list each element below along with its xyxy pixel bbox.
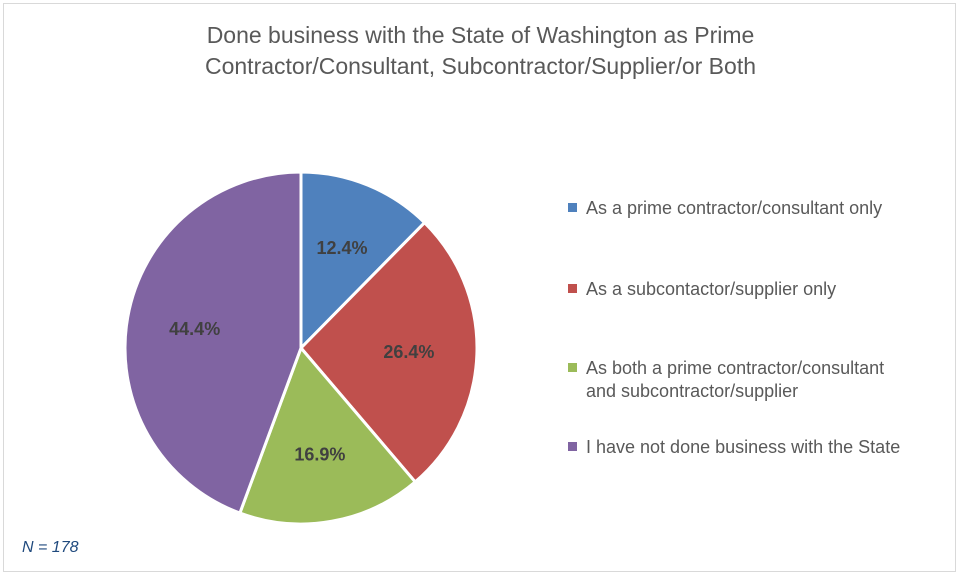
chart-title-line-1: Done business with the State of Washingt… — [206, 22, 755, 48]
chart-title: Done business with the State of Washingt… — [0, 20, 961, 82]
legend-label: I have not done business with the State — [586, 437, 901, 457]
legend-label: As a prime contractor/consultant only — [586, 198, 883, 218]
chart-title-line-2: Contractor/Consultant, Subcontractor/Sup… — [204, 53, 756, 79]
legend-label: As both a prime contractor/consultant an… — [586, 357, 951, 403]
pie-data-label: 26.4% — [383, 342, 434, 362]
pie-data-label: 12.4% — [316, 238, 367, 258]
legend-swatch — [568, 442, 577, 451]
pie-data-label: 44.4% — [169, 319, 220, 339]
legend-label: As a subcontactor/supplier only — [586, 279, 837, 299]
legend-label-line-1: As both a prime contractor/consultant — [586, 358, 885, 378]
pie-slice-both — [237, 345, 418, 526]
legend-swatch — [568, 203, 577, 212]
pie-data-labels: 12.4% 26.4% 16.9% 44.4% — [169, 238, 434, 464]
sample-size-note: N = 178 — [22, 539, 79, 556]
pie-slice-not-done-business — [123, 170, 303, 515]
pie-slice-subcontractor-only — [298, 220, 479, 485]
pie-slice-prime-only — [299, 170, 427, 352]
pie-data-label: 16.9% — [294, 444, 345, 464]
legend-swatch — [568, 363, 577, 372]
legend-label-line-2: and subcontractor/supplier — [586, 381, 799, 401]
pie-slices — [123, 170, 479, 526]
legend-swatch — [568, 284, 577, 293]
